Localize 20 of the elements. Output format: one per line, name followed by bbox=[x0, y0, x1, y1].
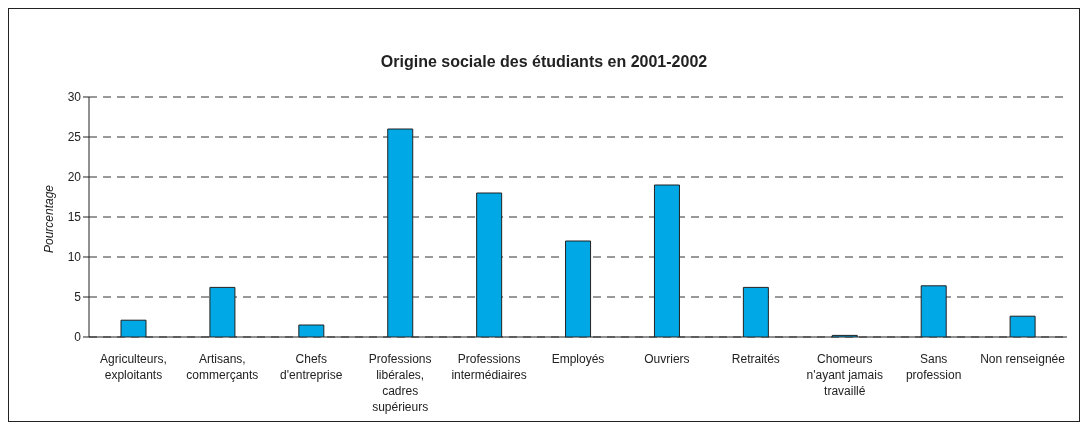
x-tick-label: Professions intermédiaires bbox=[451, 352, 527, 382]
y-axis-title: Pourcentage bbox=[42, 184, 56, 254]
y-tick-label: 10 bbox=[67, 250, 82, 265]
x-tick-label: Chomeurs n'ayant jamais travaillé bbox=[806, 352, 883, 398]
chart-title: Origine sociale des étudiants en 2001-2002 bbox=[379, 53, 709, 71]
x-tick-label: Employés bbox=[551, 352, 605, 366]
y-tick-label: 30 bbox=[67, 90, 82, 105]
x-tick-label: Retraités bbox=[731, 352, 780, 366]
y-tick-label: 25 bbox=[67, 130, 82, 145]
x-tick-label: Sans profession bbox=[905, 352, 962, 382]
x-tick-label: Chefs d'entreprise bbox=[280, 352, 343, 382]
y-tick-label: 5 bbox=[74, 290, 82, 305]
x-tick-label: Agriculteurs, exploitants bbox=[100, 352, 167, 382]
y-tick-label: 20 bbox=[67, 170, 82, 185]
x-tick-label: Professions libérales, cadres supérieurs bbox=[368, 352, 432, 414]
x-tick-label: Non renseignée bbox=[980, 352, 1066, 366]
x-tick-label: Artisans, commerçants bbox=[186, 352, 259, 382]
y-tick-label: 15 bbox=[67, 210, 82, 225]
x-tick-label: Ouvriers bbox=[644, 352, 690, 366]
y-tick-label: 0 bbox=[74, 330, 82, 345]
